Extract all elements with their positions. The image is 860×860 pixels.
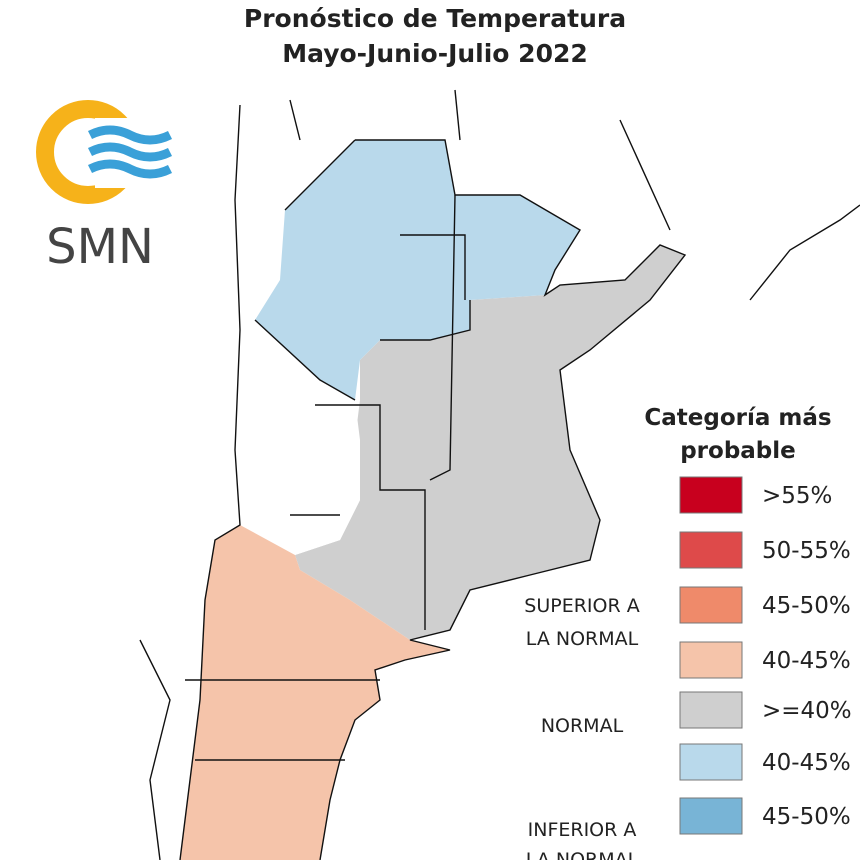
province-border (185, 139, 471, 761)
legend-label: 50-55% (762, 538, 851, 564)
region-above (180, 525, 450, 860)
legend-group-label: LA NORMAL (526, 628, 639, 650)
legend-group-label: LA NORMAL (526, 849, 639, 860)
legend-swatch (679, 531, 743, 569)
legend-swatch (679, 797, 743, 835)
legend: Categoría más probable >55% 50-55% 45-50% 40-… (524, 405, 851, 860)
title-line: Pronóstico de Temperatura (244, 4, 626, 33)
legend-swatch (679, 586, 743, 624)
title-line: Mayo-Junio-Julio 2022 (282, 39, 588, 68)
legend-swatch (679, 743, 743, 781)
country-border (179, 104, 241, 860)
legend-label: 40-45% (762, 750, 851, 776)
legend-label: 45-50% (762, 804, 851, 830)
title: Pronóstico de Temperatura Mayo-Junio-Juli… (244, 4, 626, 68)
legend-swatch (679, 691, 743, 729)
logo-text: SMN (46, 219, 154, 275)
legend-group-label: NORMAL (541, 715, 624, 737)
legend-group-label: INFERIOR A (528, 819, 637, 841)
legend-group-label: SUPERIOR A (524, 595, 639, 617)
region-none (235, 320, 360, 555)
neighbor-border (139, 89, 860, 860)
map (139, 89, 860, 860)
legend-label: 45-50% (762, 593, 851, 619)
legend-swatch (679, 476, 743, 514)
legend-title: Categoría más (644, 405, 831, 431)
legend-label: >=40% (762, 698, 852, 724)
legend-label: >55% (762, 483, 832, 509)
legend-label: 40-45% (762, 648, 851, 674)
legend-title: probable (680, 438, 796, 464)
region-normal (295, 245, 685, 640)
logo: SMN (36, 100, 175, 275)
logo-waves (87, 125, 173, 179)
region-below (255, 140, 580, 400)
legend-swatch (679, 641, 743, 679)
